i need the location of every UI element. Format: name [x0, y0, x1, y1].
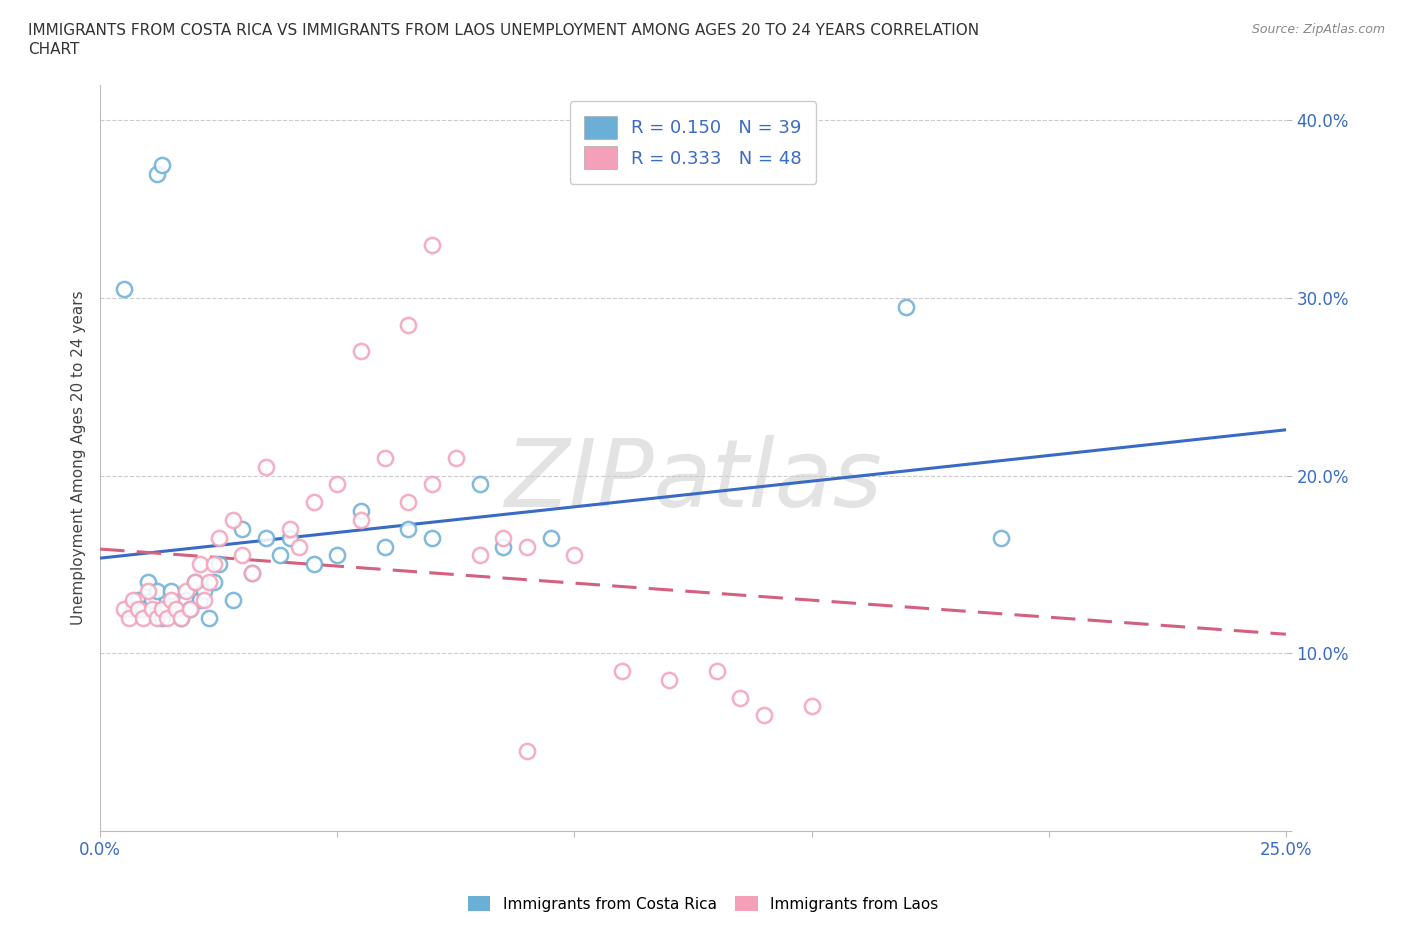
Point	[155, 610, 177, 625]
Point	[132, 602, 155, 617]
Point	[141, 602, 163, 617]
Point	[396, 317, 419, 332]
Point	[193, 583, 215, 598]
Text: IMMIGRANTS FROM COSTA RICA VS IMMIGRANTS FROM LAOS UNEMPLOYMENT AMONG AGES 20 TO: IMMIGRANTS FROM COSTA RICA VS IMMIGRANTS…	[28, 23, 979, 38]
Point	[564, 548, 586, 563]
Point	[269, 548, 291, 563]
Point	[468, 548, 491, 563]
Point	[374, 450, 396, 465]
Point	[468, 477, 491, 492]
Point	[326, 477, 349, 492]
Point	[896, 299, 918, 314]
Point	[254, 459, 277, 474]
Point	[326, 548, 349, 563]
Point	[112, 602, 135, 617]
Point	[165, 602, 187, 617]
Point	[222, 512, 245, 527]
Point	[396, 522, 419, 537]
Point	[990, 530, 1012, 545]
Point	[193, 592, 215, 607]
Text: CHART: CHART	[28, 42, 80, 57]
Point	[540, 530, 562, 545]
Point	[254, 530, 277, 545]
Point	[127, 592, 149, 607]
Text: Source: ZipAtlas.com: Source: ZipAtlas.com	[1251, 23, 1385, 36]
Point	[170, 610, 193, 625]
Point	[800, 699, 823, 714]
Point	[278, 522, 301, 537]
Point	[730, 690, 752, 705]
Point	[165, 602, 187, 617]
Point	[146, 583, 169, 598]
Point	[160, 583, 183, 598]
Point	[160, 592, 183, 607]
Point	[278, 530, 301, 545]
Point	[122, 602, 145, 617]
Point	[184, 575, 207, 590]
Point	[516, 743, 538, 758]
Point	[444, 450, 467, 465]
Point	[184, 575, 207, 590]
Point	[174, 583, 197, 598]
Point	[240, 565, 263, 580]
Point	[112, 282, 135, 297]
Point	[179, 602, 201, 617]
Point	[179, 602, 201, 617]
Point	[240, 565, 263, 580]
Point	[374, 539, 396, 554]
Point	[208, 530, 231, 545]
Point	[420, 237, 443, 252]
Point	[136, 575, 159, 590]
Point	[350, 504, 373, 519]
Point	[150, 602, 173, 617]
Point	[396, 495, 419, 510]
Point	[150, 157, 173, 172]
Point	[198, 575, 221, 590]
Point	[155, 602, 177, 617]
Point	[420, 477, 443, 492]
Point	[117, 610, 139, 625]
Point	[188, 557, 211, 572]
Point	[150, 610, 173, 625]
Point	[132, 610, 155, 625]
Point	[122, 592, 145, 607]
Point	[188, 592, 211, 607]
Legend: R = 0.150   N = 39, R = 0.333   N = 48: R = 0.150 N = 39, R = 0.333 N = 48	[569, 101, 817, 184]
Point	[136, 583, 159, 598]
Point	[706, 663, 728, 678]
Y-axis label: Unemployment Among Ages 20 to 24 years: Unemployment Among Ages 20 to 24 years	[72, 290, 86, 625]
Point	[231, 522, 253, 537]
Point	[658, 672, 681, 687]
Point	[198, 610, 221, 625]
Point	[754, 708, 776, 723]
Point	[492, 539, 515, 554]
Point	[127, 602, 149, 617]
Point	[516, 539, 538, 554]
Point	[420, 530, 443, 545]
Point	[350, 512, 373, 527]
Point	[141, 592, 163, 607]
Point	[302, 557, 325, 572]
Point	[174, 592, 197, 607]
Point	[146, 166, 169, 181]
Point	[492, 530, 515, 545]
Point	[222, 592, 245, 607]
Point	[231, 548, 253, 563]
Point	[170, 610, 193, 625]
Text: ZIPatlas: ZIPatlas	[505, 434, 882, 525]
Point	[202, 575, 225, 590]
Point	[350, 344, 373, 359]
Point	[202, 557, 225, 572]
Point	[302, 495, 325, 510]
Legend: Immigrants from Costa Rica, Immigrants from Laos: Immigrants from Costa Rica, Immigrants f…	[461, 889, 945, 918]
Point	[288, 539, 311, 554]
Point	[146, 610, 169, 625]
Point	[610, 663, 633, 678]
Point	[208, 557, 231, 572]
